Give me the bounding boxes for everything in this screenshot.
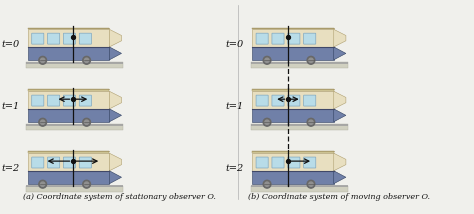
FancyBboxPatch shape	[28, 28, 109, 29]
FancyBboxPatch shape	[28, 171, 109, 184]
Circle shape	[84, 120, 89, 124]
FancyBboxPatch shape	[64, 157, 75, 168]
Circle shape	[309, 120, 313, 124]
Circle shape	[307, 180, 315, 188]
FancyBboxPatch shape	[272, 95, 284, 106]
Polygon shape	[334, 47, 346, 60]
Circle shape	[41, 182, 45, 186]
FancyBboxPatch shape	[253, 47, 334, 60]
FancyBboxPatch shape	[253, 91, 334, 109]
FancyBboxPatch shape	[64, 33, 75, 44]
FancyBboxPatch shape	[304, 157, 316, 168]
Polygon shape	[334, 171, 346, 184]
Circle shape	[265, 182, 269, 186]
Polygon shape	[334, 29, 346, 47]
Polygon shape	[334, 153, 346, 171]
FancyBboxPatch shape	[253, 151, 334, 153]
FancyBboxPatch shape	[288, 157, 300, 168]
FancyBboxPatch shape	[28, 91, 109, 109]
FancyBboxPatch shape	[32, 157, 44, 168]
Polygon shape	[109, 91, 121, 109]
Polygon shape	[109, 29, 121, 47]
Circle shape	[39, 56, 46, 64]
Circle shape	[83, 56, 91, 64]
Text: t=0: t=0	[1, 40, 20, 49]
FancyBboxPatch shape	[256, 95, 268, 106]
Circle shape	[41, 120, 45, 124]
FancyBboxPatch shape	[32, 33, 44, 44]
Circle shape	[307, 56, 315, 64]
FancyBboxPatch shape	[64, 95, 75, 106]
Polygon shape	[334, 91, 346, 109]
Text: (a) Coordinate system of stationary observer O.: (a) Coordinate system of stationary obse…	[24, 193, 216, 201]
Circle shape	[84, 58, 89, 62]
Polygon shape	[109, 109, 121, 122]
FancyBboxPatch shape	[253, 89, 334, 91]
FancyBboxPatch shape	[47, 95, 60, 106]
Circle shape	[263, 118, 271, 126]
FancyBboxPatch shape	[256, 157, 268, 168]
FancyBboxPatch shape	[253, 109, 334, 122]
Circle shape	[263, 56, 271, 64]
Polygon shape	[109, 171, 121, 184]
Circle shape	[83, 118, 91, 126]
FancyBboxPatch shape	[251, 62, 348, 68]
Text: t=2: t=2	[226, 164, 244, 173]
FancyBboxPatch shape	[32, 95, 44, 106]
Text: (b) Coordinate system of moving observer O.: (b) Coordinate system of moving observer…	[248, 193, 430, 201]
FancyBboxPatch shape	[253, 153, 334, 171]
Circle shape	[39, 118, 46, 126]
FancyBboxPatch shape	[253, 171, 334, 184]
FancyBboxPatch shape	[28, 89, 109, 91]
FancyBboxPatch shape	[304, 95, 316, 106]
FancyBboxPatch shape	[26, 62, 123, 68]
FancyBboxPatch shape	[256, 33, 268, 44]
FancyBboxPatch shape	[251, 124, 348, 130]
Circle shape	[39, 180, 46, 188]
Circle shape	[41, 58, 45, 62]
Polygon shape	[109, 47, 121, 60]
Text: t=2: t=2	[1, 164, 20, 173]
FancyBboxPatch shape	[272, 33, 284, 44]
FancyBboxPatch shape	[28, 109, 109, 122]
Circle shape	[309, 182, 313, 186]
FancyBboxPatch shape	[288, 33, 300, 44]
Text: t=1: t=1	[1, 102, 20, 111]
FancyBboxPatch shape	[28, 151, 109, 153]
FancyBboxPatch shape	[26, 124, 123, 130]
Circle shape	[307, 118, 315, 126]
FancyBboxPatch shape	[251, 186, 348, 192]
FancyBboxPatch shape	[253, 28, 334, 29]
FancyBboxPatch shape	[253, 29, 334, 47]
FancyBboxPatch shape	[272, 157, 284, 168]
FancyBboxPatch shape	[79, 157, 91, 168]
FancyBboxPatch shape	[28, 29, 109, 47]
FancyBboxPatch shape	[28, 153, 109, 171]
FancyBboxPatch shape	[47, 157, 60, 168]
Circle shape	[84, 182, 89, 186]
Polygon shape	[109, 153, 121, 171]
Circle shape	[263, 180, 271, 188]
Circle shape	[83, 180, 91, 188]
Circle shape	[309, 58, 313, 62]
Text: t=0: t=0	[226, 40, 244, 49]
FancyBboxPatch shape	[28, 47, 109, 60]
FancyBboxPatch shape	[47, 33, 60, 44]
Polygon shape	[334, 109, 346, 122]
Text: t=1: t=1	[226, 102, 244, 111]
Circle shape	[265, 120, 269, 124]
FancyBboxPatch shape	[304, 33, 316, 44]
Circle shape	[265, 58, 269, 62]
FancyBboxPatch shape	[26, 186, 123, 192]
FancyBboxPatch shape	[288, 95, 300, 106]
FancyBboxPatch shape	[79, 95, 91, 106]
FancyBboxPatch shape	[79, 33, 91, 44]
